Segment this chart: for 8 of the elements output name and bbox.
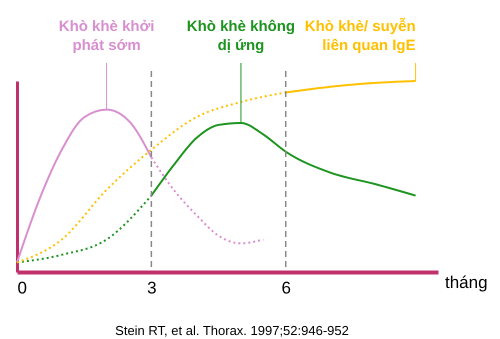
x-tick-label: 0 [18, 278, 27, 298]
series-label: Khò khè/ suyễn liên quan IgE [304, 17, 416, 54]
text: Stein RT, et al. Thorax. 1997;52:946-952 [115, 323, 349, 338]
text: Khò khè khởi phát sớm [58, 18, 154, 54]
x-axis-title: tháng [445, 273, 488, 292]
x-tick-label: 3 [147, 278, 157, 298]
x-tick-label: 6 [281, 278, 291, 298]
text: Khò khè không dị ứng [186, 18, 296, 54]
